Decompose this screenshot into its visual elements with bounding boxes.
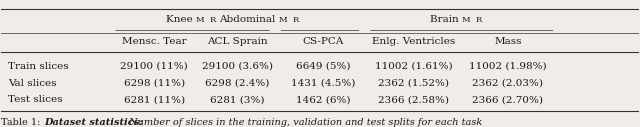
Text: 1462 (6%): 1462 (6%) [296, 95, 351, 104]
Text: R: R [210, 16, 216, 24]
Text: Enlg. Ventricles: Enlg. Ventricles [372, 37, 456, 46]
Text: 6281 (3%): 6281 (3%) [210, 95, 264, 104]
Text: CS-PCA: CS-PCA [303, 37, 344, 46]
Text: Val slices: Val slices [8, 79, 56, 88]
Text: Train slices: Train slices [8, 62, 68, 71]
Text: ACL Sprain: ACL Sprain [207, 37, 268, 46]
Text: R: R [476, 16, 482, 24]
Text: 29100 (11%): 29100 (11%) [120, 62, 188, 71]
Text: R: R [292, 16, 299, 24]
Text: Table 1:: Table 1: [1, 118, 44, 127]
Text: Mass: Mass [494, 37, 522, 46]
Text: 6649 (5%): 6649 (5%) [296, 62, 351, 71]
Text: 2366 (2.70%): 2366 (2.70%) [472, 95, 543, 104]
Text: 6281 (11%): 6281 (11%) [124, 95, 185, 104]
Text: M: M [196, 16, 204, 24]
Text: M: M [278, 16, 287, 24]
Text: Brain: Brain [430, 15, 462, 24]
Text: 2362 (1.52%): 2362 (1.52%) [378, 79, 449, 88]
Text: Mensc. Tear: Mensc. Tear [122, 37, 187, 46]
Text: 2366 (2.58%): 2366 (2.58%) [378, 95, 449, 104]
Text: 1431 (4.5%): 1431 (4.5%) [291, 79, 355, 88]
Text: 6298 (2.4%): 6298 (2.4%) [205, 79, 269, 88]
Text: Number of slices in the training, validation and test splits for each task: Number of slices in the training, valida… [125, 118, 482, 127]
Text: 6298 (11%): 6298 (11%) [124, 79, 185, 88]
Text: 29100 (3.6%): 29100 (3.6%) [202, 62, 273, 71]
Text: M: M [462, 16, 470, 24]
Text: 2362 (2.03%): 2362 (2.03%) [472, 79, 543, 88]
Text: Knee: Knee [166, 15, 196, 24]
Text: Abdominal: Abdominal [219, 15, 278, 24]
Text: 11002 (1.61%): 11002 (1.61%) [375, 62, 453, 71]
Text: Test slices: Test slices [8, 95, 62, 104]
Text: Dataset statistics:: Dataset statistics: [45, 118, 143, 127]
Text: 11002 (1.98%): 11002 (1.98%) [469, 62, 547, 71]
